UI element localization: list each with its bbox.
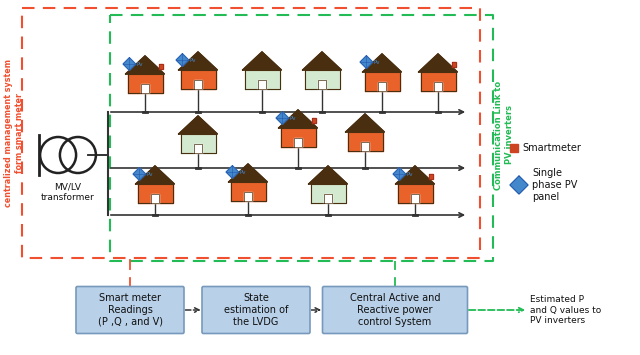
Polygon shape — [151, 194, 159, 203]
Text: Pv: Pv — [374, 60, 380, 65]
Polygon shape — [411, 194, 419, 203]
Text: Pv: Pv — [147, 171, 153, 176]
Text: Pv: Pv — [406, 171, 413, 176]
Polygon shape — [138, 184, 173, 203]
Text: Communication Link to
centralized management system
form smart meter: Communication Link to centralized manage… — [0, 59, 24, 207]
Polygon shape — [127, 74, 163, 93]
Polygon shape — [276, 112, 289, 124]
Polygon shape — [123, 58, 136, 70]
Polygon shape — [179, 52, 218, 70]
Polygon shape — [362, 54, 401, 72]
FancyBboxPatch shape — [202, 286, 310, 333]
Text: Communication Link to
PV inverters: Communication Link to PV inverters — [494, 81, 514, 190]
Text: Single
phase PV
panel: Single phase PV panel — [532, 168, 577, 202]
Polygon shape — [365, 72, 399, 91]
Text: MV/LV
transformer: MV/LV transformer — [41, 183, 95, 202]
Polygon shape — [420, 72, 456, 91]
Polygon shape — [133, 168, 146, 180]
Polygon shape — [159, 65, 163, 69]
Text: Pv: Pv — [240, 170, 246, 175]
Polygon shape — [180, 134, 216, 153]
Polygon shape — [397, 184, 433, 203]
Polygon shape — [378, 82, 386, 91]
Polygon shape — [180, 70, 216, 89]
Polygon shape — [303, 52, 342, 70]
Polygon shape — [136, 166, 175, 184]
Polygon shape — [360, 56, 372, 68]
FancyBboxPatch shape — [323, 286, 467, 333]
Polygon shape — [230, 182, 266, 201]
Polygon shape — [310, 184, 346, 203]
Polygon shape — [419, 54, 458, 72]
Polygon shape — [179, 116, 218, 134]
Text: Smartmeter: Smartmeter — [522, 143, 581, 153]
Polygon shape — [393, 168, 406, 180]
Polygon shape — [348, 132, 383, 151]
Polygon shape — [361, 142, 369, 151]
Polygon shape — [510, 144, 518, 152]
Polygon shape — [194, 144, 202, 153]
Text: Pv: Pv — [189, 58, 196, 62]
Polygon shape — [258, 80, 266, 89]
Polygon shape — [244, 70, 280, 89]
Text: State
estimation of
the LVDG: State estimation of the LVDG — [224, 293, 288, 327]
Polygon shape — [125, 56, 164, 74]
Polygon shape — [510, 176, 528, 194]
Polygon shape — [278, 110, 317, 128]
Polygon shape — [305, 70, 339, 89]
Polygon shape — [244, 192, 252, 201]
Polygon shape — [324, 194, 332, 203]
Polygon shape — [434, 82, 442, 91]
Polygon shape — [308, 166, 348, 184]
Text: Pv: Pv — [137, 61, 143, 66]
Text: Estimated P
and Q values to
PV inverters: Estimated P and Q values to PV inverters — [530, 295, 601, 325]
Polygon shape — [228, 164, 268, 182]
Polygon shape — [141, 84, 149, 93]
Polygon shape — [318, 80, 326, 89]
Polygon shape — [280, 128, 316, 147]
Polygon shape — [452, 62, 456, 67]
Polygon shape — [226, 166, 239, 178]
Polygon shape — [312, 119, 316, 123]
Text: Smart meter
Readings
(P ,Q , and V): Smart meter Readings (P ,Q , and V) — [97, 293, 163, 327]
Polygon shape — [429, 174, 433, 179]
Polygon shape — [243, 52, 282, 70]
Polygon shape — [194, 80, 202, 89]
Polygon shape — [176, 54, 189, 66]
Text: Pv: Pv — [290, 115, 296, 121]
Text: Central Active and
Reactive power
control System: Central Active and Reactive power contro… — [349, 293, 440, 327]
Polygon shape — [346, 114, 385, 132]
Polygon shape — [396, 166, 435, 184]
FancyBboxPatch shape — [76, 286, 184, 333]
Polygon shape — [294, 138, 302, 147]
